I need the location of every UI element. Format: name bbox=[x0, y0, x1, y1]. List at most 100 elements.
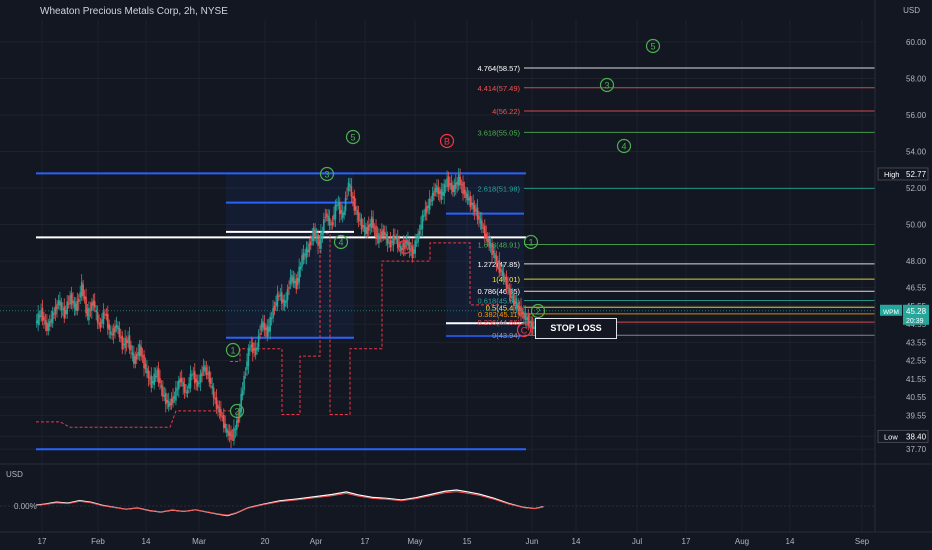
price-tick: 60.00 bbox=[906, 38, 927, 47]
candle-body bbox=[356, 210, 358, 215]
price-tick: 41.55 bbox=[906, 375, 927, 384]
candle-body bbox=[330, 224, 332, 226]
candle-body bbox=[209, 377, 212, 384]
wave-label: 2 bbox=[234, 406, 239, 416]
candle-body bbox=[423, 215, 425, 217]
candle-body bbox=[453, 184, 456, 193]
structure-lines bbox=[36, 172, 526, 451]
price-tick: 46.55 bbox=[906, 284, 927, 293]
wave-circle bbox=[645, 38, 661, 54]
candle-body bbox=[311, 236, 314, 241]
candle-body bbox=[367, 224, 370, 231]
candle-body bbox=[121, 335, 124, 350]
candle-body bbox=[59, 300, 61, 306]
candle-body bbox=[450, 183, 453, 190]
candle-body bbox=[320, 232, 322, 250]
candle-body bbox=[446, 178, 448, 187]
wave-circle bbox=[319, 166, 335, 182]
wave-circle bbox=[616, 138, 632, 154]
candle-body bbox=[246, 361, 248, 370]
candle-body bbox=[225, 428, 228, 433]
candle-body bbox=[147, 370, 150, 379]
time-tick: 17 bbox=[682, 537, 691, 546]
candle-body bbox=[481, 220, 483, 229]
wave-label: A bbox=[402, 242, 408, 252]
price-tick: 39.55 bbox=[906, 411, 927, 420]
stop-loss-label: STOP LOSS bbox=[535, 318, 617, 339]
time-tick: May bbox=[407, 537, 422, 546]
fib-label: 3.618(55.05) bbox=[477, 128, 520, 137]
candle-body bbox=[75, 303, 77, 311]
fib-levels: 4.764(58.57) 4.414(57.49) 4(56.22) 3.618(55… bbox=[477, 64, 875, 340]
candle-body bbox=[527, 315, 530, 326]
candle-body bbox=[250, 344, 253, 348]
candle-body bbox=[454, 182, 457, 189]
candle-body bbox=[108, 324, 111, 331]
candle-body bbox=[428, 198, 431, 210]
candle-body bbox=[521, 312, 524, 315]
candle-body bbox=[295, 278, 298, 290]
candle-body bbox=[347, 182, 350, 192]
candle-body bbox=[497, 262, 499, 264]
candle-body bbox=[317, 233, 319, 246]
candle-body bbox=[167, 400, 170, 408]
fib-label: 1.618(48.91) bbox=[477, 240, 520, 249]
candle-body bbox=[289, 277, 292, 285]
candle-body bbox=[508, 287, 511, 293]
candle-body bbox=[288, 286, 290, 289]
candle-body bbox=[224, 423, 227, 429]
candle-body bbox=[337, 204, 340, 206]
candle-body bbox=[237, 418, 240, 423]
wpm-tag-label: WPM bbox=[883, 309, 899, 316]
candle-body bbox=[304, 253, 306, 256]
time-axis[interactable]: 17 Feb 14 Mar 20 Apr 17 May 15 Jun 14 Jul 17 Aug 14 Sep bbox=[0, 531, 932, 546]
time-tick: 14 bbox=[572, 537, 581, 546]
candle-body bbox=[91, 302, 93, 311]
time-tick: Apr bbox=[310, 537, 323, 546]
candle-body bbox=[478, 215, 480, 220]
candle-body bbox=[282, 299, 285, 303]
candle-body bbox=[498, 260, 501, 273]
candle-body bbox=[217, 404, 219, 409]
candle-body bbox=[404, 241, 406, 248]
wave-label: 4 bbox=[338, 237, 343, 247]
candle-body bbox=[291, 274, 293, 282]
fib-label: 0.618(45.84) bbox=[477, 297, 520, 306]
candle-body bbox=[376, 234, 379, 240]
price-tick: 50.00 bbox=[906, 221, 927, 230]
fib-label: 2.618(51.98) bbox=[477, 184, 520, 193]
candle-body bbox=[104, 313, 106, 315]
candle-body bbox=[70, 293, 73, 305]
candle-body bbox=[37, 313, 39, 325]
candle-body bbox=[468, 198, 470, 201]
candle-body bbox=[276, 293, 279, 307]
candle-body bbox=[241, 390, 244, 396]
candle-body bbox=[502, 272, 505, 281]
price-tick: 40.55 bbox=[906, 393, 927, 402]
candle-body bbox=[105, 314, 108, 316]
candle-body bbox=[227, 430, 229, 436]
candle-body bbox=[44, 320, 47, 325]
candle-body bbox=[336, 204, 338, 207]
low-badge bbox=[877, 429, 929, 443]
candle-body bbox=[221, 416, 224, 418]
candle-body bbox=[327, 215, 329, 222]
price-axis[interactable]: 37.7038.4039.5540.5541.5542.5543.5544.55… bbox=[874, 0, 927, 532]
candle-body bbox=[134, 356, 137, 364]
candle-body bbox=[269, 316, 271, 332]
candle-body bbox=[64, 309, 67, 315]
candle-body bbox=[470, 202, 473, 205]
wave-circle bbox=[397, 239, 413, 255]
candle-body bbox=[359, 220, 361, 222]
candle-body bbox=[425, 206, 428, 213]
candle-body bbox=[457, 174, 460, 187]
candle-body bbox=[180, 377, 183, 383]
candle-body bbox=[114, 326, 116, 333]
candle-body bbox=[92, 300, 95, 306]
time-tick: 15 bbox=[463, 537, 472, 546]
candle-body bbox=[163, 394, 166, 397]
candle-body bbox=[321, 231, 324, 235]
candle-body bbox=[514, 301, 517, 305]
wave-label: 4 bbox=[621, 141, 626, 151]
